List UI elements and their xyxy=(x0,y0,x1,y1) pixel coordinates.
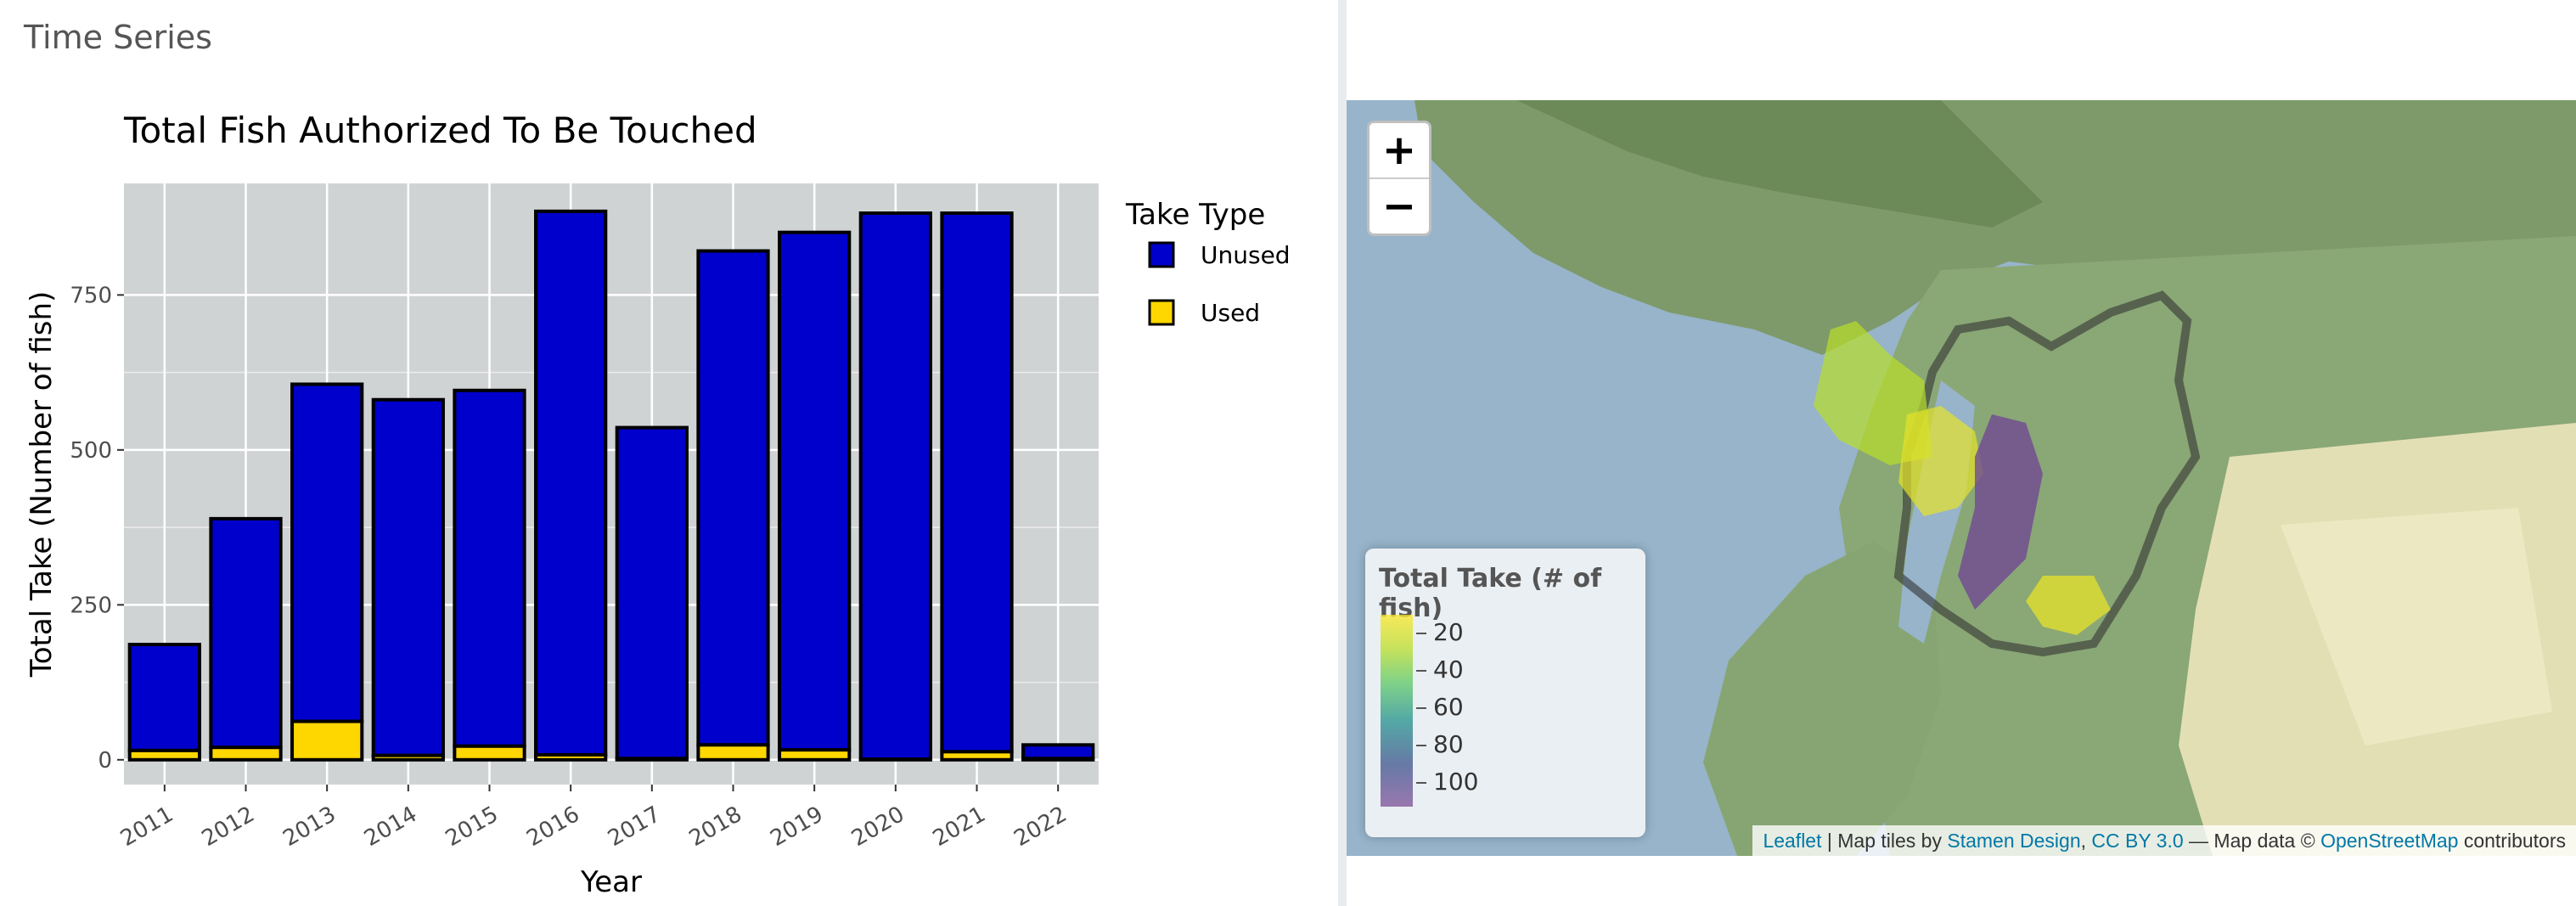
bar-unused xyxy=(371,397,445,757)
zoom-out-button[interactable]: − xyxy=(1370,177,1429,234)
legend-title: Take Type xyxy=(1125,198,1265,232)
plains-inner xyxy=(2281,508,2552,746)
legend-tick xyxy=(1416,707,1426,709)
watershed-boundary xyxy=(1893,290,2201,657)
bar-unused xyxy=(290,382,364,723)
bar-unused xyxy=(778,230,852,752)
zoom-in-button[interactable]: + xyxy=(1381,127,1417,174)
x-tick-label: 2011 xyxy=(116,802,177,852)
x-tick-label: 2022 xyxy=(1010,802,1071,852)
attrib-comma: , xyxy=(2080,830,2092,852)
x-tick-label: 2018 xyxy=(685,802,746,852)
stamen-link[interactable]: Stamen Design xyxy=(1947,830,2081,852)
y-tick-label: 250 xyxy=(70,593,112,618)
bar-unused xyxy=(209,516,283,750)
x-tick-label: 2016 xyxy=(522,802,583,852)
bar-used xyxy=(1021,757,1095,762)
legend-key-used xyxy=(1148,299,1175,326)
legend-tick xyxy=(1416,633,1426,634)
map-panel: + − Total Take (# of fish) 20 40 60 80 1… xyxy=(1347,0,2576,906)
x-tick-label: 2020 xyxy=(847,802,908,852)
region-yellow-1[interactable] xyxy=(1898,406,1983,516)
bar-unused xyxy=(534,209,608,757)
bar-used xyxy=(940,750,1014,762)
y-tick-label: 750 xyxy=(70,283,112,308)
bar-unused xyxy=(615,425,689,761)
mountain-area xyxy=(1516,100,2043,228)
legend-tick xyxy=(1416,745,1426,746)
legend-label-100: 100 xyxy=(1433,768,1479,796)
bar-unused xyxy=(453,388,526,748)
bar-used xyxy=(858,757,932,762)
bar-used xyxy=(209,746,283,762)
y-tick-label: 500 xyxy=(70,438,112,464)
bar-used xyxy=(453,744,526,762)
legend-tick xyxy=(1416,782,1426,784)
legend-label-40: 40 xyxy=(1433,656,1464,684)
bar-unused xyxy=(1021,743,1095,761)
osm-link[interactable]: OpenStreetMap xyxy=(2320,830,2459,852)
bar-unused xyxy=(858,211,932,762)
chart-title: Total Fish Authorized To Be Touched xyxy=(123,110,757,151)
map-attribution: Leaflet | Map tiles by Stamen Design, CC… xyxy=(1752,825,2576,856)
land-north xyxy=(1415,100,2576,423)
bar-used xyxy=(778,748,852,762)
x-tick-label: 2021 xyxy=(929,802,990,852)
leaflet-map[interactable]: + − Total Take (# of fish) 20 40 60 80 1… xyxy=(1347,100,2576,856)
bar-used xyxy=(127,748,201,762)
fish-take-chart: Total Fish Authorized To Be Touched 0 250… xyxy=(25,110,1291,899)
legend-key-unused xyxy=(1148,241,1175,268)
zoom-control: + − xyxy=(1367,121,1431,236)
bar-used xyxy=(696,743,770,762)
attrib-text-3: contributors xyxy=(2458,830,2566,852)
panel-divider xyxy=(1338,0,1347,906)
land-peninsula xyxy=(1703,542,1941,856)
legend-label-80: 80 xyxy=(1433,730,1464,758)
y-tick-label: 0 xyxy=(98,748,112,774)
x-tick-label: 2019 xyxy=(766,802,827,852)
x-tick-label: 2014 xyxy=(360,802,421,852)
x-tick-label: 2012 xyxy=(198,802,259,852)
x-axis-title: Year xyxy=(580,865,642,899)
chart-legend: Unused Used xyxy=(1148,241,1291,327)
attrib-text-2: — Map data © xyxy=(2183,830,2321,852)
attrib-text-1: | Map tiles by xyxy=(1821,830,1948,852)
bar-unused xyxy=(940,211,1014,754)
x-axis: 2011 2012 2013 2014 2015 2016 2017 2018 2019 2020… xyxy=(116,785,1071,852)
y-axis-title: Total Take (Number of fish) xyxy=(25,291,59,678)
legend-tick xyxy=(1416,670,1426,672)
time-series-panel: Time Series Total Fish Authorized To Be … xyxy=(24,19,1291,899)
color-gradient-bar xyxy=(1381,615,1413,807)
bar-used xyxy=(615,757,689,762)
bar-unused xyxy=(696,249,770,747)
legend-label-used: Used xyxy=(1201,299,1260,327)
region-purple[interactable] xyxy=(1958,414,2043,610)
x-tick-label: 2017 xyxy=(604,802,665,852)
legend-label-60: 60 xyxy=(1433,693,1464,721)
bar-used xyxy=(290,719,364,762)
plot-panel xyxy=(124,183,1099,785)
bar-unused xyxy=(127,643,201,752)
bars xyxy=(127,209,1095,762)
cc-by-link[interactable]: CC BY 3.0 xyxy=(2091,830,2184,852)
section-title: Time Series xyxy=(24,19,212,56)
map-legend: Total Take (# of fish) 20 40 60 80 100 xyxy=(1365,549,1645,837)
bar-used xyxy=(371,753,445,762)
region-yellow-2[interactable] xyxy=(2026,576,2111,635)
legend-label-unused: Unused xyxy=(1201,241,1291,269)
x-tick-label: 2013 xyxy=(278,802,340,852)
map-legend-title: Total Take (# of fish) xyxy=(1379,564,1602,623)
leaflet-link[interactable]: Leaflet xyxy=(1763,830,1822,852)
region-green[interactable] xyxy=(1814,321,1932,465)
y-axis: 0 250 500 750 xyxy=(70,283,124,774)
legend-label-20: 20 xyxy=(1433,618,1464,646)
x-tick-label: 2015 xyxy=(442,802,503,852)
bar-used xyxy=(534,752,608,762)
